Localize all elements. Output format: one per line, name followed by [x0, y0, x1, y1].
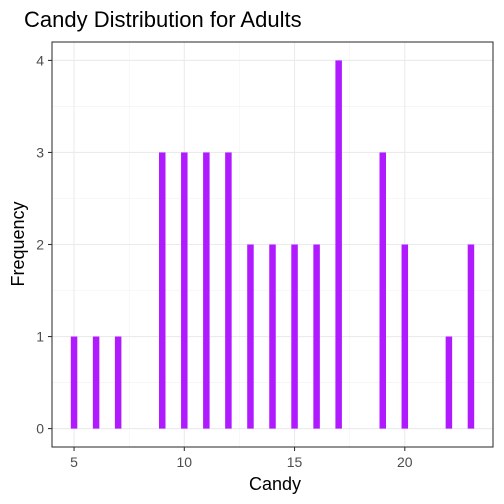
- bar: [159, 152, 166, 429]
- bar: [70, 336, 78, 429]
- y-tick-label: 4: [36, 52, 44, 68]
- y-tick-label: 0: [36, 421, 44, 437]
- bar: [291, 244, 298, 429]
- bar: [313, 244, 320, 429]
- y-tick-label: 1: [36, 329, 44, 345]
- bar: [181, 152, 188, 429]
- bar: [335, 60, 342, 429]
- bar: [114, 336, 122, 429]
- y-axis-title: Frequency: [8, 201, 28, 286]
- x-tick-label: 10: [177, 454, 193, 470]
- bar: [401, 244, 409, 429]
- bar: [379, 152, 386, 429]
- bar: [203, 152, 210, 429]
- y-axis-ticks: 0 1 2 3 4: [36, 52, 52, 437]
- y-tick-label: 3: [36, 144, 44, 160]
- bars: [70, 60, 475, 429]
- bar: [225, 152, 232, 429]
- x-axis-ticks: 5 10 15 20: [70, 447, 413, 470]
- bar: [445, 336, 453, 429]
- chart-title: Candy Distribution for Adults: [24, 7, 302, 32]
- bar: [467, 244, 475, 429]
- x-tick-label: 5: [70, 454, 78, 470]
- x-tick-label: 15: [287, 454, 303, 470]
- bar: [92, 336, 100, 429]
- bar: [269, 244, 276, 429]
- bar: [247, 244, 254, 429]
- y-tick-label: 2: [36, 237, 44, 253]
- x-axis-title: Candy: [249, 474, 301, 494]
- x-tick-label: 20: [397, 454, 413, 470]
